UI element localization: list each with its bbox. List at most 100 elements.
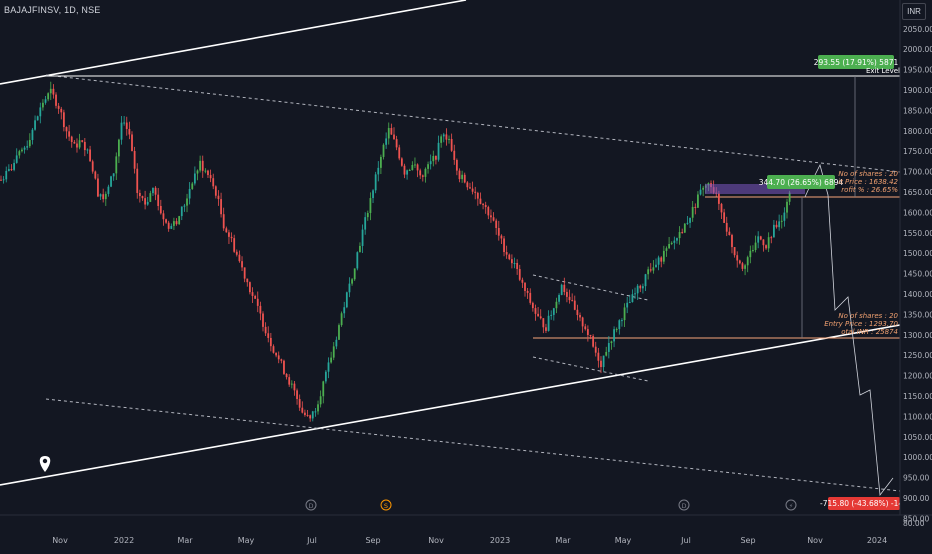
candle-body [610,341,613,344]
candle-body [770,237,773,239]
candle-body [628,302,631,304]
candle-body [178,216,181,225]
candle-body [99,194,102,197]
candle-body [73,141,76,144]
price-tick-label: 1550.00 [903,229,932,238]
candle-body [448,138,450,140]
candle-body [542,318,545,328]
split-event-glyph: S [384,502,388,510]
time-tick-label: 2022 [114,536,134,545]
candle-body [594,346,597,353]
price-tick-label: 1100.00 [903,412,932,421]
candles [0,81,791,422]
candle-body [259,305,262,314]
candle-body [196,170,199,174]
candle-body [741,263,744,269]
candle-body [62,112,65,128]
candle-body [104,193,107,200]
candle-body [503,238,505,253]
candle-body [474,191,477,193]
candle-body [723,212,726,223]
price-tick-label: 900.00 [903,494,929,503]
candle-body [432,155,435,162]
price-tick-label: 2050.00 [903,25,932,34]
candle-body [476,192,479,199]
price-tick-label: 1300.00 [903,331,932,340]
candle-body [531,302,534,309]
candle-body [652,267,655,271]
dividend-event-glyph: D [681,502,686,510]
price-tick-label: 1700.00 [903,168,932,177]
candle-body [7,169,10,171]
candle-body [374,174,377,191]
candle-body [314,411,317,413]
time-tick-label: May [615,536,632,545]
candle-body [484,204,487,208]
price-tick-label: 1200.00 [903,372,932,381]
time-tick-label: Mar [555,536,571,545]
candle-body [728,231,731,236]
candle-body [733,247,736,256]
candle-body [466,182,469,188]
candle-body [576,309,579,316]
candle-body [744,265,746,269]
candle-body [57,105,60,109]
candle-body [780,220,783,222]
candle-body [0,179,2,181]
candle-body [607,343,610,352]
time-tick-label: Nov [807,536,823,545]
time-tick-label: 2024 [867,536,887,545]
candle-body [511,259,513,264]
candle-body [348,283,351,293]
split-event-icon [380,499,392,511]
candle-body [429,161,432,165]
loss-label: -715.80 (-43.68%) -143 [820,499,908,508]
candle-body [262,313,264,327]
candle-body [330,357,333,363]
candle-body [15,155,18,163]
candle-body [597,352,600,361]
candle-body [39,107,42,117]
currency-button[interactable]: INR [902,3,926,20]
candle-body [154,187,157,195]
candle-body [380,156,382,168]
candle-body [369,198,372,214]
candle-body [767,237,770,249]
candle-body [167,222,170,229]
candle-body [545,327,547,331]
candle-body [144,198,146,205]
candle-body [689,217,691,223]
candle-body [173,221,175,226]
candle-body [275,352,277,356]
candle-body [327,362,330,372]
candle-body [217,195,220,200]
position-label: 344.70 (26.65%) 6894 [759,178,844,187]
candle-body [673,240,676,243]
trade2-line: rofit % : 26.65% [841,186,898,194]
candle-body [249,282,251,293]
candle-body [539,316,542,319]
price-tick-label: 1900.00 [903,86,932,95]
candle-body [235,251,238,255]
candle-body [398,147,401,159]
time-tick-label: Mar [177,536,193,545]
candle-body [18,151,21,156]
symbol-header: BAJAJFINSV, 1D, NSE [4,5,101,15]
candle-body [91,161,94,172]
candle-body [676,238,678,241]
candle-body [757,236,760,243]
candle-body [36,116,39,121]
candle-body [23,147,26,150]
candle-body [621,320,623,322]
candle-body [427,164,429,169]
candle-body [492,217,495,221]
candle-body [634,293,636,295]
candle-body [146,201,149,205]
candle-body [204,170,207,172]
candle-body [332,346,335,358]
candle-body [702,187,705,190]
candle-body [97,178,99,197]
candle-body [563,284,566,292]
